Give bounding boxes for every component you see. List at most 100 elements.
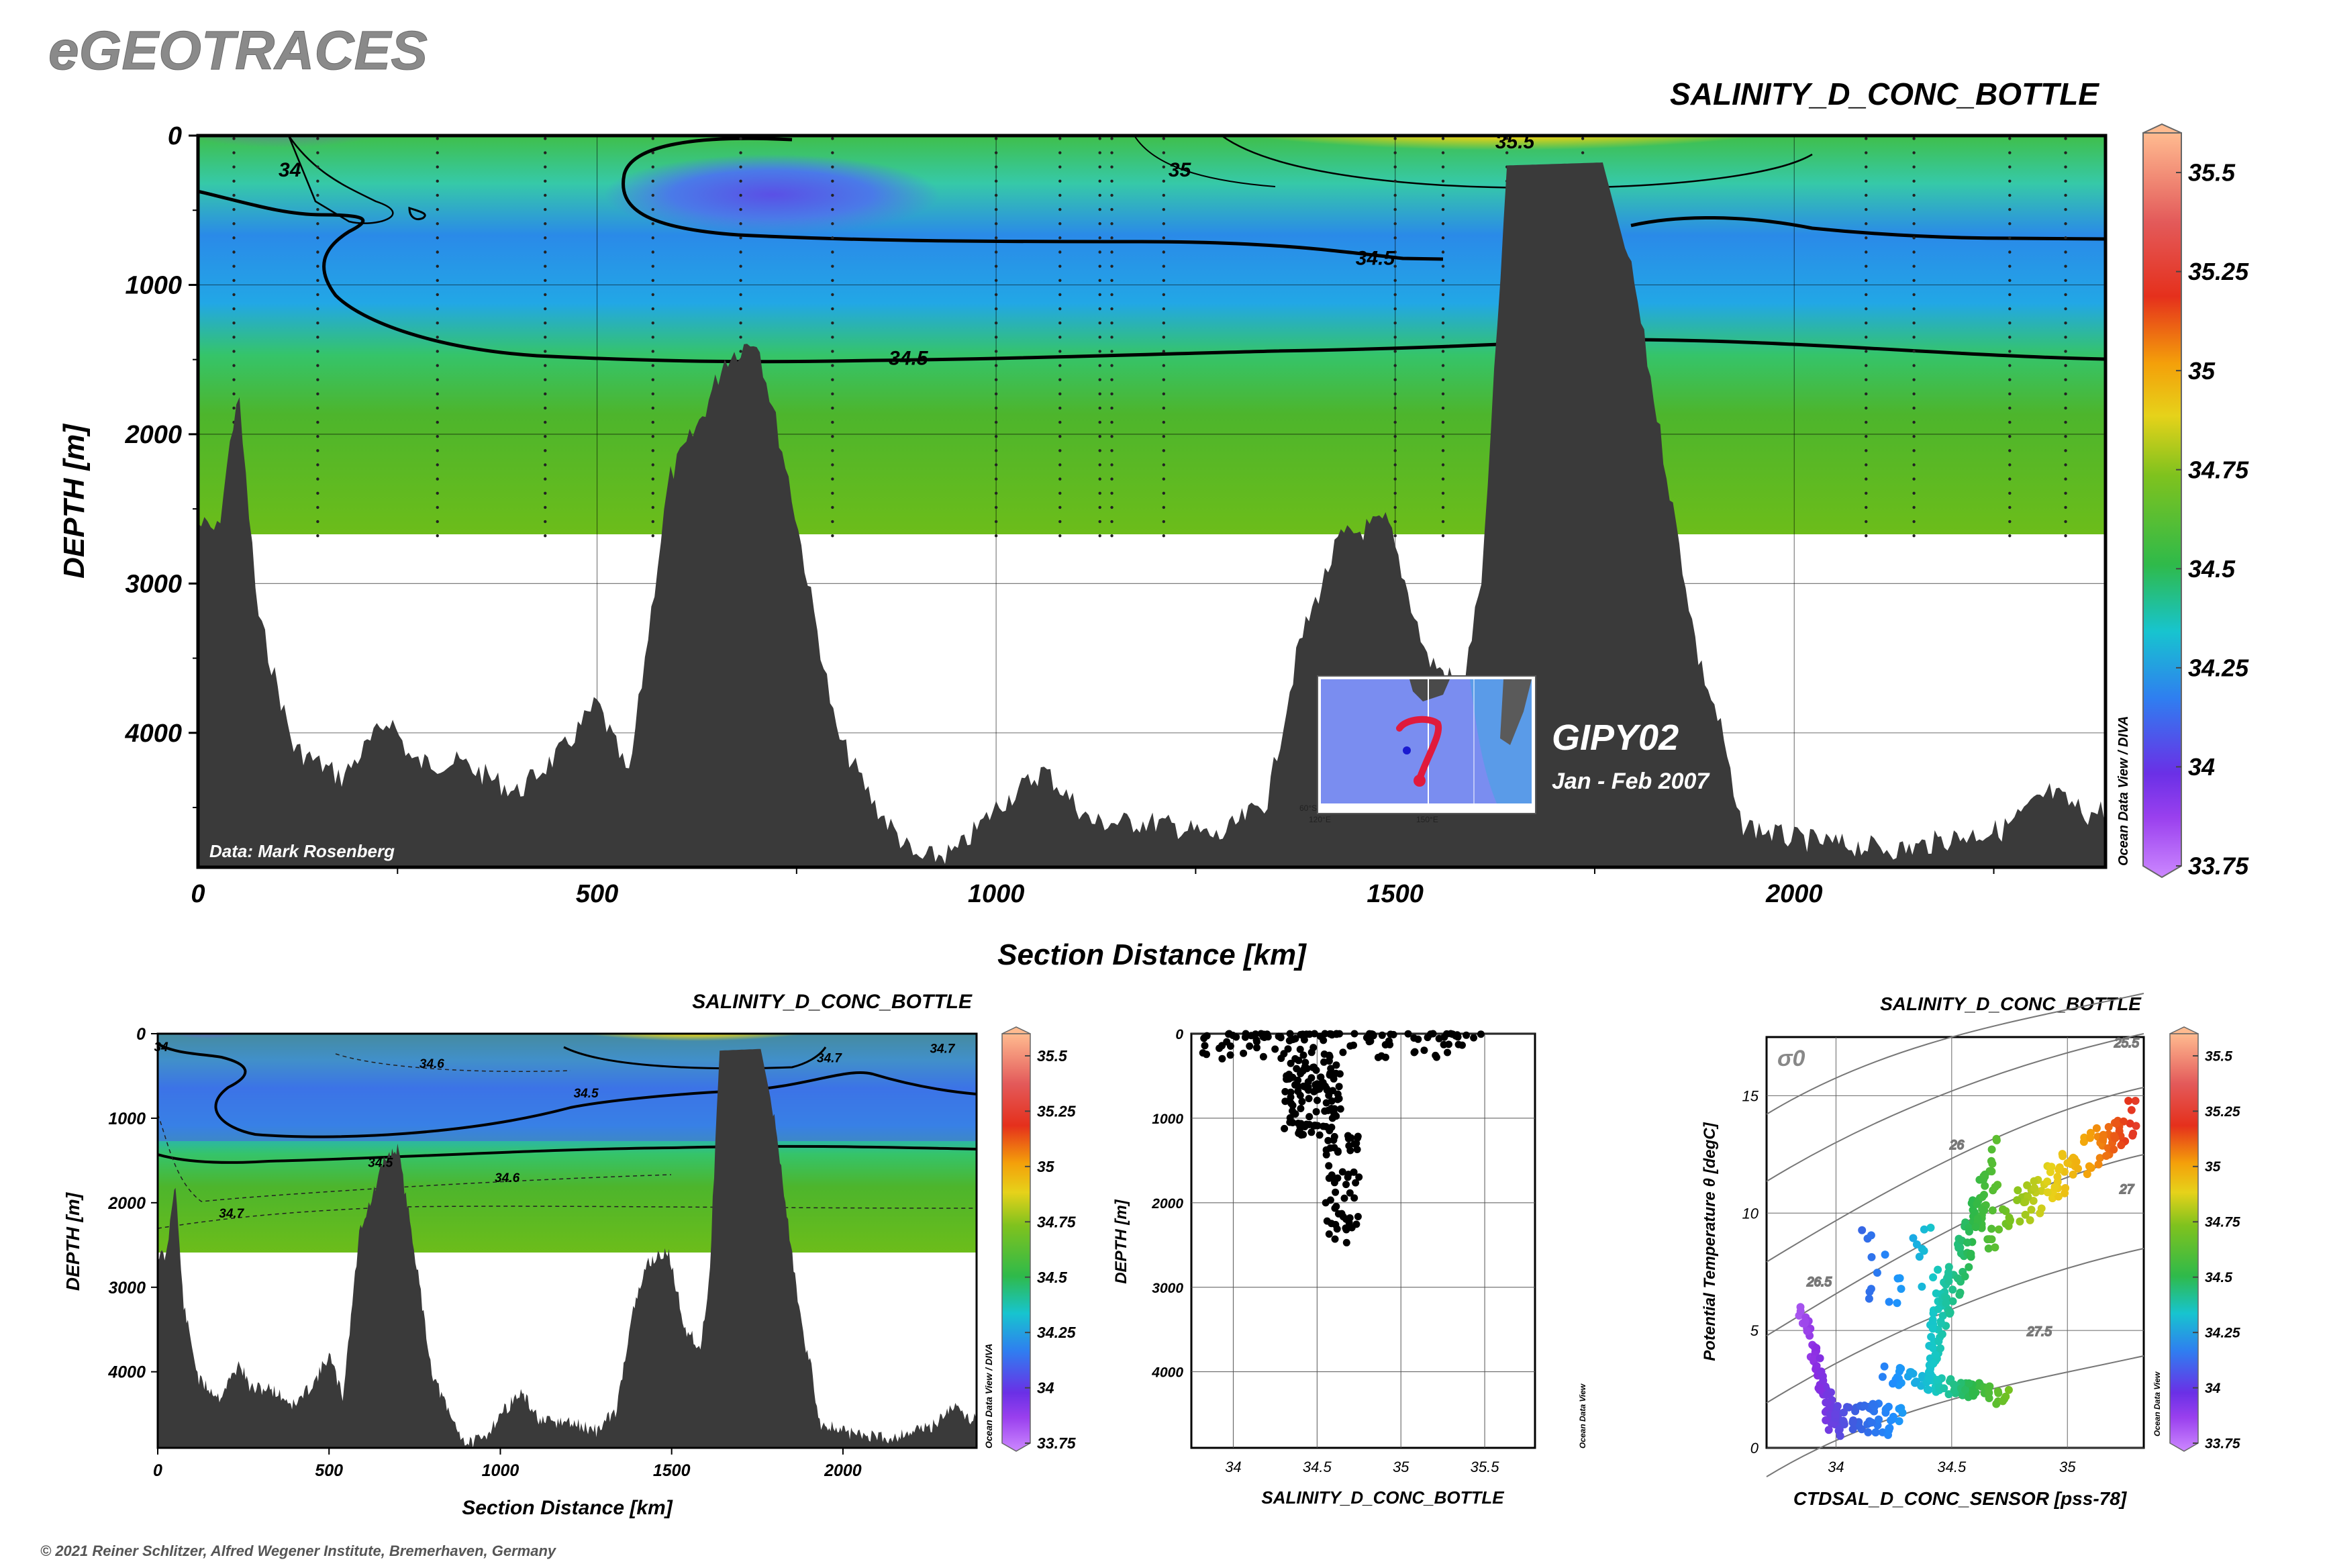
inset-map: 60°S 120°E 150°E <box>1299 675 1536 824</box>
small-contour-label-6: 34.6 <box>495 1171 519 1185</box>
main-x-tick-3: 1500 <box>1367 880 1424 908</box>
small-x-tick-4: 2000 <box>824 1461 862 1480</box>
main-xlabel: Section Distance [km] <box>997 938 1307 971</box>
profile-y-tick-4: 4000 <box>1151 1365 1183 1381</box>
colorbar-tick-3: 34.5 <box>1037 1269 1068 1286</box>
contour-labels: 34 35.5 35 34.5 34.5 <box>279 131 1535 370</box>
footer-copyright: © 2021 Reiner Schlitzer, Alfred Wegener … <box>40 1542 557 1559</box>
main-y-tick-4: 4000 <box>124 720 182 748</box>
profile-y-tick-2: 2000 <box>1151 1196 1183 1212</box>
colorbar-tick-5: 35 <box>2188 357 2216 385</box>
profile-side-credit: Ocean Data View <box>1578 1383 1587 1449</box>
small-y-tick-2: 2000 <box>107 1194 146 1213</box>
ts-ylabel: Potential Temperature θ [degC] <box>1701 1122 1719 1361</box>
ts-density-label-0: 25.5 <box>2114 1036 2139 1050</box>
ts-density-label-3: 27 <box>2119 1183 2135 1197</box>
colorbar-tick-0: 33.75 <box>2205 1436 2240 1451</box>
low-salinity-core <box>198 136 443 196</box>
small-y-tick-4: 4000 <box>107 1363 146 1382</box>
cruise-id: GIPY02 <box>1552 718 1679 758</box>
main-grid <box>198 136 2106 867</box>
main-ylabel: DEPTH [m] <box>58 424 91 579</box>
main-x-tick-4: 2000 <box>1765 880 1823 908</box>
salinity-field <box>198 136 2106 534</box>
small-ylabel: DEPTH [m] <box>62 1191 83 1291</box>
small-x-tick-2: 1000 <box>482 1461 519 1480</box>
small-x-tick-3: 1500 <box>653 1461 691 1480</box>
profile-x-tick-1: 34.5 <box>1303 1459 1332 1475</box>
colorbar-tick-7: 35.5 <box>1037 1047 1068 1065</box>
main-x-tick-2: 1000 <box>968 880 1025 908</box>
small-bathymetry <box>158 1048 977 1448</box>
ts-iso-6 <box>1766 1355 2144 1477</box>
small-y-tick-0: 0 <box>136 1025 146 1044</box>
profile-x-tick-0: 34 <box>1225 1459 1241 1475</box>
bathymetry <box>198 162 2106 867</box>
inset-lon-label-2: 150°E <box>1416 815 1438 824</box>
colorbar-tick-2: 34.25 <box>1037 1324 1077 1341</box>
colorbar-tick-4: 34.75 <box>2205 1215 2240 1230</box>
colorbar-tick-0: 33.75 <box>1037 1434 1077 1452</box>
ts-colorbar: 33.75 34 34.25 34.5 34.75 35 35.25 35.5 <box>2169 1026 2240 1452</box>
ts-x-tick-0: 34 <box>1828 1459 1844 1475</box>
small-x-tick-0: 0 <box>153 1461 162 1480</box>
ts-plot: 25.5 26 26.5 27 27.5 34 34.5 35 0 5 10 15 <box>1742 993 2145 1477</box>
profile-ylabel: DEPTH [m] <box>1112 1199 1130 1283</box>
profile-y-tick-3: 3000 <box>1152 1281 1183 1296</box>
inset-lon-label-1: 120°E <box>1309 815 1331 824</box>
ts-x-tick-1: 34.5 <box>1937 1459 1967 1475</box>
colorbar-tick-4: 34.75 <box>1037 1213 1077 1230</box>
small-contour-label-4: 34.5 <box>574 1087 599 1101</box>
ts-y-tick-3: 15 <box>1742 1087 1759 1104</box>
high-salinity-core <box>1101 136 1906 209</box>
colorbar-tick-3: 34.5 <box>2188 555 2236 583</box>
main-section-plot: 34 35.5 35 34.5 34.5 0 500 1000 1500 2000 0 1000 20… <box>124 122 2108 908</box>
main-title: SALINITY_D_CONC_BOTTLE <box>1670 77 2099 111</box>
small-colorbar: 33.75 34 34.25 34.5 34.75 35 35.25 35.5 <box>1001 1026 1077 1452</box>
colorbar-tick-6: 35.25 <box>1037 1102 1077 1120</box>
profile-y-tick-0: 0 <box>1175 1027 1183 1042</box>
main-y-tick-1: 1000 <box>125 271 182 299</box>
inset-lat-label: 60°S <box>1299 803 1317 813</box>
small-title: SALINITY_D_CONC_BOTTLE <box>692 991 973 1013</box>
ts-iso-3 <box>1766 1087 2144 1263</box>
ts-xlabel: CTDSAL_D_CONC_SENSOR [pss-78] <box>1793 1488 2128 1509</box>
ts-density-label-1: 26 <box>1949 1138 1965 1153</box>
profile-y-tick-1: 1000 <box>1152 1112 1183 1127</box>
small-contour-label-1: 34.6 <box>419 1057 444 1071</box>
small-y-tick-3: 3000 <box>108 1279 146 1297</box>
profile-xlabel: SALINITY_D_CONC_BOTTLE <box>1261 1487 1504 1508</box>
profile-x-tick-3: 35.5 <box>1471 1459 1500 1475</box>
small-y-tick-1: 1000 <box>108 1110 146 1128</box>
ts-density-label-2: 26.5 <box>1806 1275 1832 1289</box>
small-contour-label-2: 34.7 <box>817 1051 842 1065</box>
profile-x-tick-2: 35 <box>1393 1459 1409 1475</box>
main-colorbar: 33.75 34 34.25 34.5 34.75 35 35.25 35.5 <box>2142 123 2249 880</box>
ts-density-label-4: 27.5 <box>2026 1325 2052 1339</box>
ts-y-tick-0: 0 <box>1750 1440 1759 1457</box>
main-y-tick-0: 0 <box>168 122 182 150</box>
small-xlabel: Section Distance [km] <box>462 1497 673 1519</box>
colorbar-tick-7: 35.5 <box>2188 159 2236 187</box>
ts-title: SALINITY_D_CONC_BOTTLE <box>1880 993 2142 1014</box>
small-x-tick-1: 500 <box>315 1461 343 1480</box>
colorbar-tick-1: 34 <box>2188 753 2215 781</box>
small-contour-label-0: 34 <box>154 1040 169 1055</box>
contour-label-3: 34.5 <box>1356 247 1396 269</box>
colorbar-tick-6: 35.25 <box>2188 258 2249 285</box>
small-section-plot: 34 34.6 34.7 34.7 34.5 34.5 34.6 34.7 0 500 1000 1… <box>107 1025 978 1480</box>
cruise-dates: Jan - Feb 2007 <box>1552 769 1710 794</box>
small-side-credit: Ocean Data View / DIVA <box>983 1344 994 1449</box>
colorbar-tick-3: 34.5 <box>2205 1270 2232 1285</box>
colorbar-tick-6: 35.25 <box>2205 1104 2240 1120</box>
ts-y-tick-2: 10 <box>1742 1205 1759 1222</box>
colorbar-tick-2: 34.25 <box>2188 654 2249 681</box>
ts-iso-1 <box>1766 993 2144 1115</box>
small-contour-label-7: 34.7 <box>219 1207 244 1221</box>
main-side-credit: Ocean Data View / DIVA <box>2116 716 2131 866</box>
station-markers <box>232 137 2067 538</box>
contour-label-4: 34.5 <box>889 347 929 369</box>
colorbar-tick-4: 34.75 <box>2188 456 2249 483</box>
